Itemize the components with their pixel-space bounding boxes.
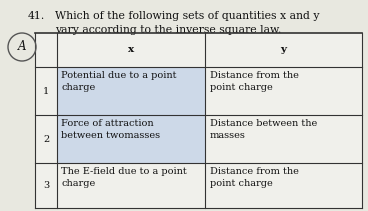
Text: A: A [18,39,26,53]
Text: Which of the following sets of quantities x and y
vary according to the inverse : Which of the following sets of quantitie… [55,11,319,35]
Text: The E-field due to a point
charge: The E-field due to a point charge [61,167,187,188]
Bar [35,33,362,208]
Text: 3: 3 [43,181,49,190]
Text: 41.: 41. [28,11,45,21]
Text: Potential due to a point
charge: Potential due to a point charge [61,71,177,92]
Text: 2: 2 [43,134,49,143]
Text: Distance from the
point charge: Distance from the point charge [210,71,299,92]
Text: 1: 1 [43,87,49,96]
Text: Force of attraction
between twomasses: Force of attraction between twomasses [61,119,160,140]
Bar [57,67,205,115]
Text: y: y [280,46,287,54]
Text: x: x [128,46,134,54]
Text: Distance between the
masses: Distance between the masses [210,119,317,140]
Text: Distance from the
point charge: Distance from the point charge [210,167,299,188]
Bar [57,115,205,163]
